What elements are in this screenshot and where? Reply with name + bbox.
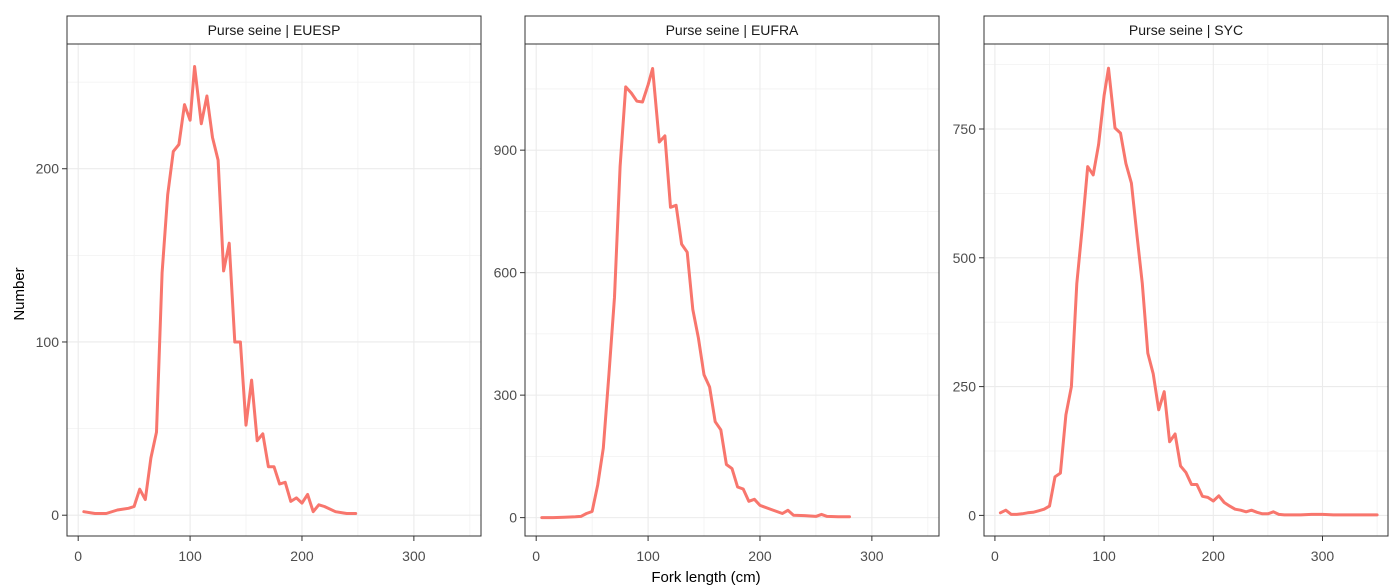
panel-border (983, 43, 1389, 537)
y-tick-label: 500 (953, 250, 977, 266)
x-tick-label: 0 (991, 548, 999, 564)
x-tick-label: 200 (1202, 548, 1226, 564)
panel-3: Purse seine | SYC 0 100 200 300 0 250 500 750 (953, 15, 1389, 564)
y-tick-label: 600 (494, 265, 518, 281)
panel-1: Purse seine | EUESP 0 100 200 300 0 100 200 (36, 15, 482, 564)
y-tick-label: 100 (36, 334, 60, 350)
y-tick-label: 0 (51, 507, 59, 523)
strip-title-3: Purse seine | SYC (1129, 22, 1243, 38)
series-line-2 (540, 67, 851, 520)
x-tick-label: 100 (1092, 548, 1116, 564)
y-tick-label: 0 (509, 510, 517, 526)
x-axis-title: Fork length (cm) (651, 569, 760, 586)
y-tick-label: 750 (953, 121, 977, 137)
strip-box (66, 15, 482, 45)
strip-box (524, 15, 940, 45)
x-tick-label: 200 (748, 548, 772, 564)
x-tick-label: 0 (532, 548, 540, 564)
strip-title-2: Purse seine | EUFRA (666, 22, 799, 38)
y-tick-label: 0 (968, 507, 976, 523)
y-tick-label: 250 (953, 379, 977, 395)
series-line-3 (998, 66, 1379, 517)
x-tick-label: 300 (860, 548, 884, 564)
x-tick-label: 300 (402, 548, 426, 564)
x-tick-label: 300 (1311, 548, 1335, 564)
panel-2: Purse seine | EUFRA 0 100 200 300 0 300 600 900 (494, 15, 940, 564)
strip-title-1: Purse seine | EUESP (208, 22, 341, 38)
y-axis-title: Number (11, 267, 28, 320)
y-tick-label: 300 (494, 387, 518, 403)
panel-border (524, 43, 940, 537)
panel-border (66, 43, 482, 537)
y-tick-label: 200 (36, 161, 60, 177)
y-tick-label: 900 (494, 142, 518, 158)
x-tick-label: 200 (290, 548, 314, 564)
x-tick-label: 100 (178, 548, 202, 564)
x-tick-label: 0 (74, 548, 82, 564)
strip-box (983, 15, 1389, 45)
x-tick-label: 100 (636, 548, 660, 564)
series-line-1 (82, 65, 358, 515)
